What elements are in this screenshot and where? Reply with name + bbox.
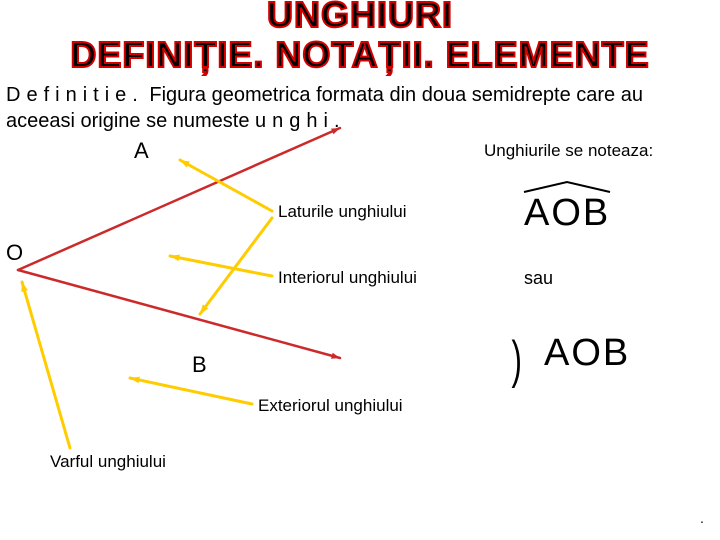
angle-symbol-icon: ) [508,326,525,386]
label-O: O [6,240,23,266]
hat-over-aob [522,180,612,196]
label-B: B [192,352,207,378]
label-exteriorul: Exteriorul unghiului [258,396,403,416]
notation-aob-angle: AOB [544,332,630,375]
label-interiorul: Interiorul unghiului [278,268,417,288]
label-A: A [134,138,149,164]
footer-dot: . [700,510,704,526]
notation-sau: sau [524,268,553,289]
notation-aob-hat: AOB [524,192,610,235]
slide-stage: UNGHIURI DEFINIȚIE. NOTAȚII. ELEMENTE De… [0,0,720,540]
label-varful: Varful unghiului [50,452,166,472]
label-laturile: Laturile unghiului [278,202,407,222]
